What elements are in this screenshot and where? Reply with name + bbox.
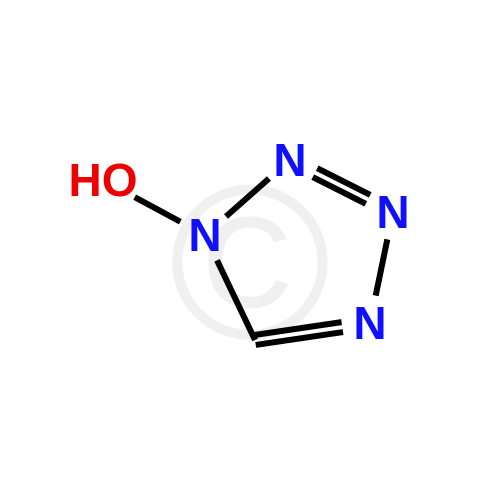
chemical-structure-canvas: ©NNNNHO bbox=[0, 0, 500, 500]
atom-O6-label: HO bbox=[69, 154, 138, 206]
atom-N2-label: N bbox=[273, 134, 306, 186]
atom-N4-label: N bbox=[353, 297, 386, 349]
structure-svg: ©NNNNHO bbox=[0, 0, 500, 500]
atom-N3-label: N bbox=[376, 186, 409, 238]
watermark: © bbox=[169, 139, 331, 385]
bond-N3-N4 bbox=[376, 239, 388, 295]
atom-N1-label: N bbox=[188, 209, 221, 261]
